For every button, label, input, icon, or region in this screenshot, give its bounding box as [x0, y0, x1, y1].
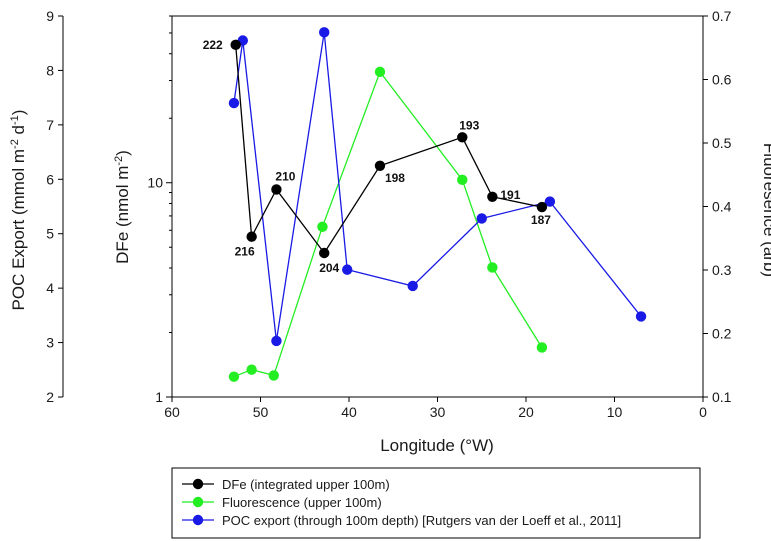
fluorescence-point — [457, 174, 468, 186]
legend-dfe-marker — [192, 478, 204, 490]
legend-poc-marker — [192, 514, 204, 526]
dfe-point — [457, 132, 468, 143]
dfe-point — [246, 231, 257, 242]
fluorescence-point — [374, 66, 386, 78]
poc-point — [228, 97, 240, 109]
plot-frame — [171, 15, 704, 398]
poc-tick-label: 5 — [46, 226, 54, 242]
fluor-tick-label: 0.3 — [712, 262, 732, 278]
station-label: 193 — [459, 118, 479, 132]
poc-tick-label: 8 — [46, 62, 54, 78]
dfe-point — [374, 160, 386, 171]
fluor-tick-label: 0.2 — [712, 326, 732, 342]
legend-poc-label: POC export (through 100m depth) [Rutgers… — [222, 513, 621, 528]
poc-point — [635, 311, 647, 322]
station-label: 191 — [500, 188, 520, 202]
poc-tick-label: 6 — [46, 171, 54, 187]
fluor-tick-label: 0.7 — [712, 8, 732, 24]
poc-point — [271, 335, 282, 347]
station-label: 187 — [531, 213, 551, 227]
dfe-axis-title: DFe (nmol m-2) — [113, 150, 132, 264]
station-label: 204 — [319, 261, 339, 275]
legend-box — [171, 467, 701, 539]
fluor-tick-label: 0.1 — [712, 389, 732, 405]
poc-tick-label: 9 — [46, 8, 54, 24]
poc-tick-label: 4 — [46, 280, 54, 296]
fluorescence-point — [246, 364, 257, 375]
dfe-series-line — [235, 44, 543, 255]
dfe-point — [536, 201, 548, 213]
station-label: 216 — [235, 245, 255, 259]
fluor-tick-label: 0.6 — [712, 72, 732, 88]
fluor-tick-label: 0.4 — [712, 199, 732, 215]
fluorescence-axis-title: Fluoresence (arb) — [760, 143, 771, 277]
fluorescence-point — [536, 342, 548, 353]
station-label: 210 — [275, 169, 295, 183]
station-label: 222 — [203, 38, 223, 52]
poc-point — [476, 213, 487, 224]
poc-point — [342, 264, 353, 275]
poc-tick-label: 3 — [46, 335, 54, 351]
fluorescence-point — [228, 371, 240, 382]
fluorescence-series-line — [233, 70, 543, 378]
dfe-point — [271, 184, 282, 195]
legend-fluorescence-label: Fluorescence (upper 100m) — [222, 495, 382, 510]
dfe-tick-label: 1 — [155, 389, 163, 405]
poc-point — [319, 27, 330, 38]
x-axis-title: Longitude (°W) — [380, 436, 494, 455]
station-label: 198 — [385, 171, 405, 185]
x-tick-label: 20 — [518, 404, 534, 420]
x-tick-label: 60 — [164, 404, 180, 420]
fluorescence-point — [487, 262, 498, 273]
dfe-point — [319, 247, 330, 259]
fluorescence-point — [317, 221, 328, 233]
poc-point — [407, 280, 418, 292]
x-tick-label: 10 — [607, 404, 623, 420]
dfe-point — [230, 39, 241, 51]
x-tick-label: 40 — [341, 404, 357, 420]
poc-tick-label: 7 — [46, 117, 54, 133]
x-tick-label: 50 — [253, 404, 269, 420]
poc-tick-label: 2 — [46, 389, 54, 405]
poc-point — [544, 196, 556, 207]
x-tick-label: 30 — [430, 404, 446, 420]
legend-fluorescence-marker — [192, 496, 204, 508]
legend-dfe-label: DFe (integrated upper 100m) — [222, 477, 390, 492]
dfe-point — [487, 191, 498, 202]
poc-series-line — [233, 32, 642, 341]
dfe-tick-label: 10 — [147, 175, 163, 191]
fluor-tick-label: 0.5 — [712, 135, 732, 151]
x-tick-label: 0 — [699, 404, 707, 420]
poc-axis-title: POC Export (mmol m-2 d-1) — [9, 110, 28, 311]
fluorescence-point — [268, 370, 279, 381]
